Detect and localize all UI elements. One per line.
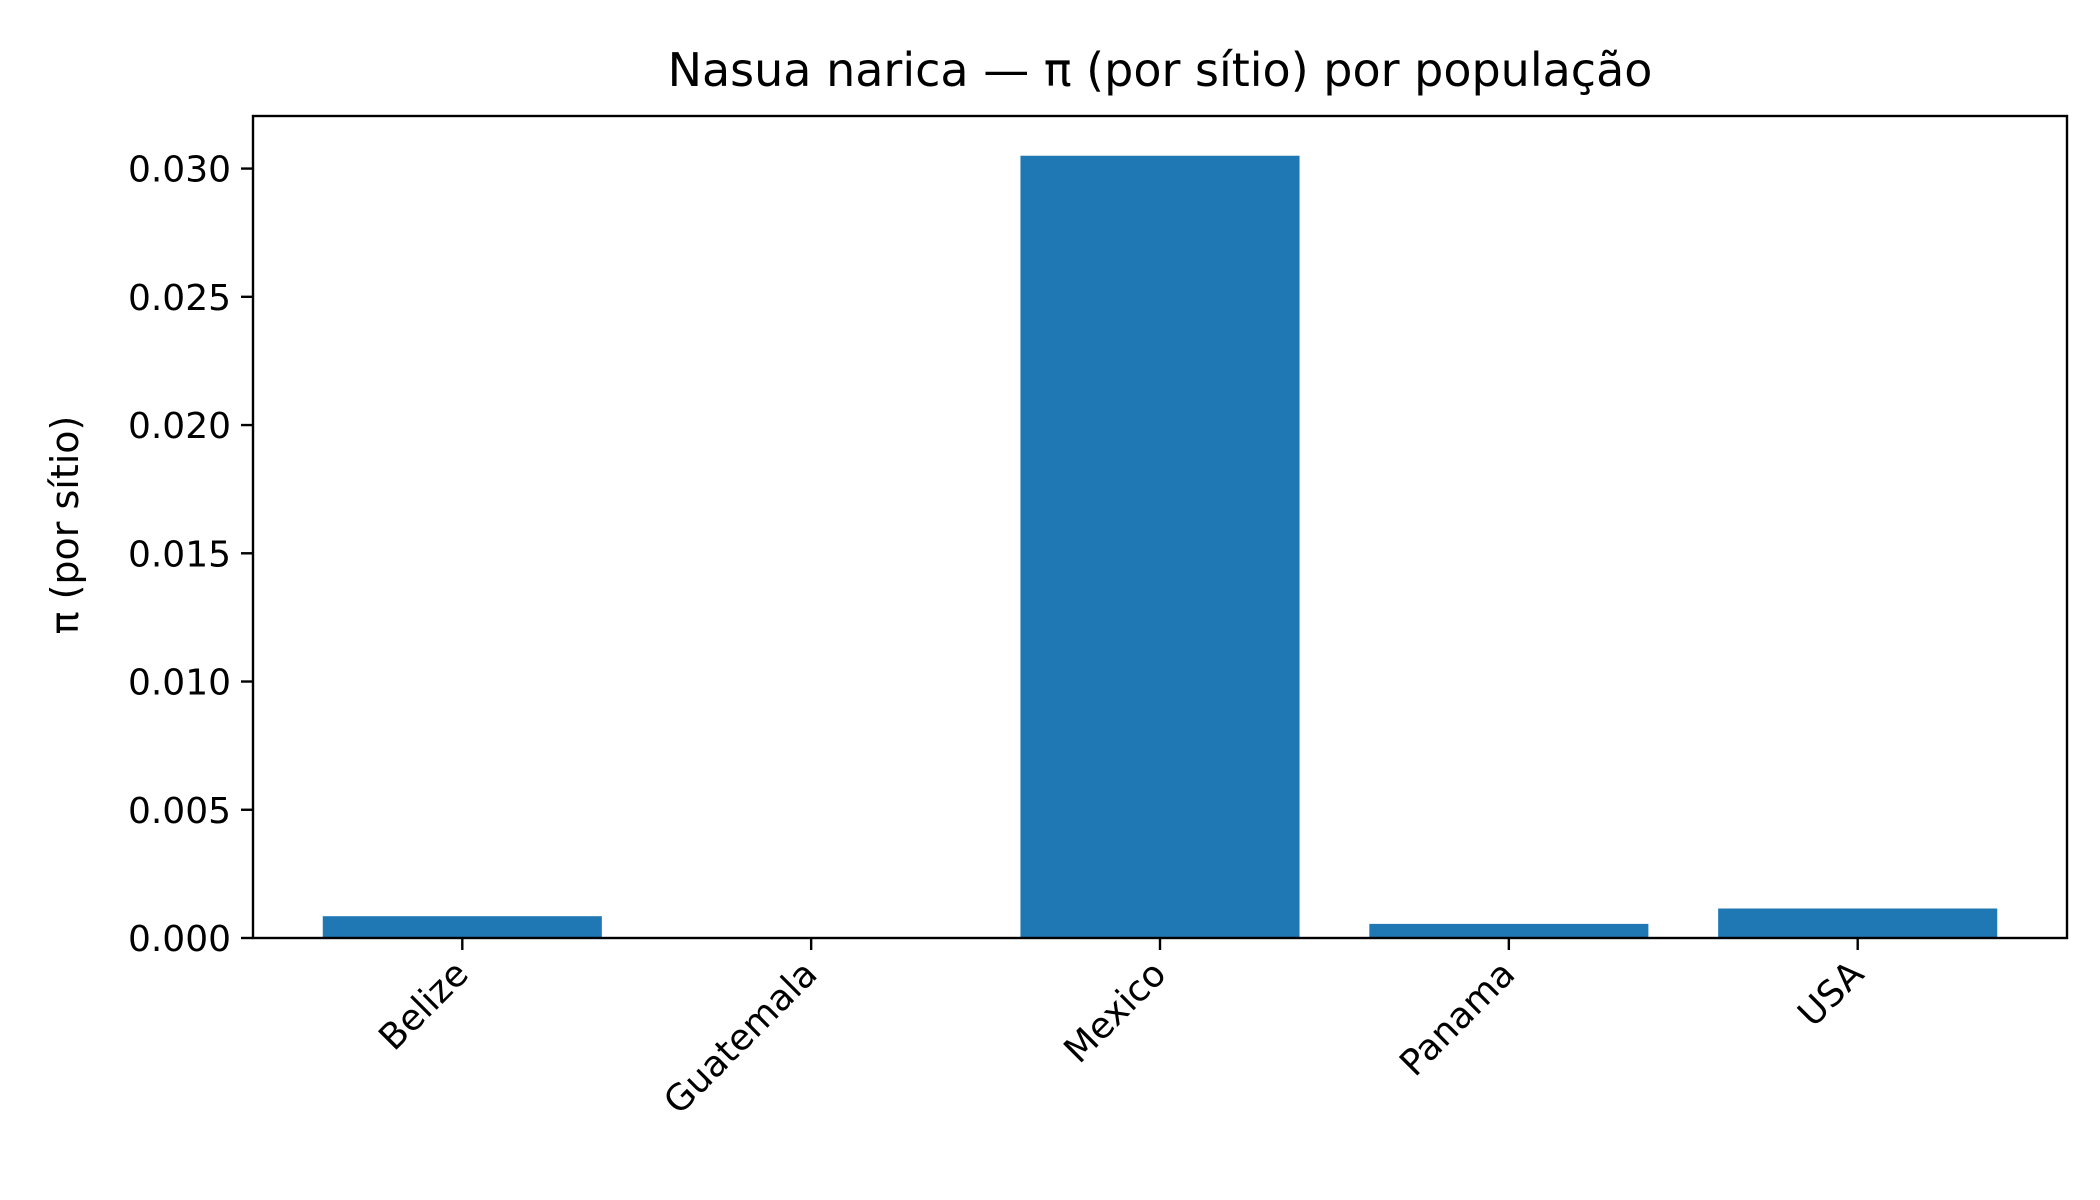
bar-panama bbox=[1369, 923, 1649, 938]
chart-title: Nasua narica — π (por sítio) por populaç… bbox=[668, 43, 1653, 97]
y-tick-label: 0.010 bbox=[128, 663, 231, 704]
bar-belize bbox=[322, 916, 602, 938]
bars-layer bbox=[322, 155, 1998, 938]
y-axis-label: π (por sítio) bbox=[43, 416, 87, 635]
y-axis-ticks: 0.000 0.005 0.010 0.015 0.020 0.025 0.030 bbox=[128, 150, 253, 960]
bar-usa bbox=[1718, 908, 1998, 938]
y-tick-label: 0.005 bbox=[128, 791, 231, 832]
y-tick-label: 0.025 bbox=[128, 278, 231, 319]
y-tick-label: 0.020 bbox=[128, 406, 231, 447]
y-tick-label: 0.030 bbox=[128, 150, 231, 191]
y-tick-label: 0.000 bbox=[128, 919, 231, 960]
plot-area-frame bbox=[251, 114, 2069, 940]
bar-mexico bbox=[1020, 155, 1300, 938]
y-tick-label: 0.015 bbox=[128, 534, 231, 575]
